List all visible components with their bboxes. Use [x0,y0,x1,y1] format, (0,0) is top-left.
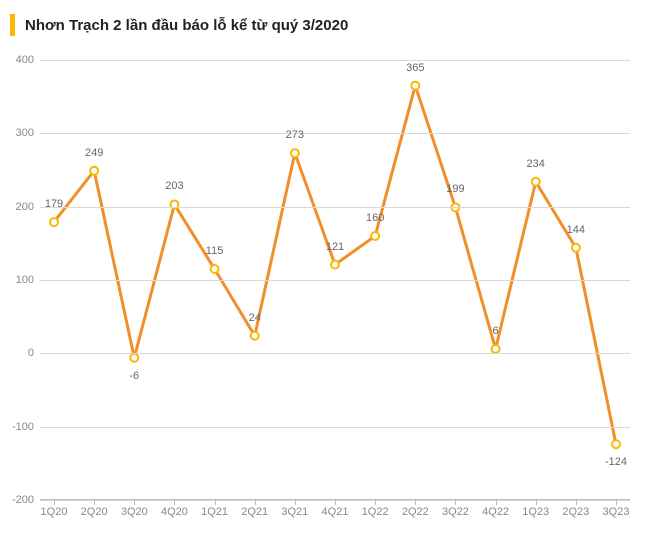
x-tick-mark [215,500,216,505]
x-tick-label: 1Q21 [201,506,228,518]
data-point [211,265,219,273]
data-point [90,167,98,175]
x-tick-label: 2Q21 [241,506,268,518]
data-point [331,261,339,269]
x-tick-mark [255,500,256,505]
x-tick-label: 1Q22 [362,506,389,518]
x-tick-mark [295,500,296,505]
x-tick-label: 3Q21 [281,506,308,518]
data-point [572,244,580,252]
chart-area: -200-10001002003004001Q202Q203Q204Q201Q2… [40,60,630,500]
x-tick-mark [616,500,617,505]
point-label: 144 [567,224,585,240]
grid-line [40,353,630,354]
plot-box: -200-10001002003004001Q202Q203Q204Q201Q2… [40,60,630,500]
y-tick-label: 0 [28,347,34,359]
x-tick-mark [536,500,537,505]
grid-line [40,280,630,281]
data-point [50,218,58,226]
y-tick-label: 300 [16,127,34,139]
x-tick-label: 3Q22 [442,506,469,518]
data-point [291,149,299,157]
data-point [532,178,540,186]
point-label: 273 [286,129,304,145]
x-tick-label: 2Q23 [562,506,589,518]
x-tick-label: 2Q20 [81,506,108,518]
x-tick-label: 1Q20 [41,506,68,518]
data-point [130,354,138,362]
point-label: 203 [165,180,183,196]
x-tick-mark [335,500,336,505]
y-tick-label: 400 [16,54,34,66]
x-tick-mark [94,500,95,505]
grid-line [40,427,630,428]
data-point [411,82,419,90]
point-label: 6 [493,325,499,341]
x-tick-label: 1Q23 [522,506,549,518]
data-point [371,232,379,240]
point-label: -6 [129,366,139,382]
y-tick-label: -100 [12,421,34,433]
y-tick-label: -200 [12,494,34,506]
data-point [492,345,500,353]
accent-bar [10,14,15,36]
x-tick-mark [134,500,135,505]
y-tick-label: 200 [16,201,34,213]
x-tick-mark [576,500,577,505]
point-label: 160 [366,212,384,228]
point-label: 249 [85,147,103,163]
point-label: 234 [527,158,545,174]
title-row: Nhơn Trạch 2 lần đầu báo lỗ kể từ quý 3/… [0,0,645,44]
data-point [251,332,259,340]
x-tick-label: 4Q22 [482,506,509,518]
x-tick-label: 4Q20 [161,506,188,518]
x-tick-mark [415,500,416,505]
point-label: 179 [45,198,63,214]
point-label: 121 [326,241,344,257]
point-label: 24 [249,312,261,328]
y-tick-label: 100 [16,274,34,286]
chart-container: Nhơn Trạch 2 lần đầu báo lỗ kể từ quý 3/… [0,0,645,550]
x-tick-mark [375,500,376,505]
x-tick-mark [496,500,497,505]
x-tick-label: 4Q21 [322,506,349,518]
point-label: 365 [406,62,424,78]
grid-line [40,207,630,208]
point-label: 199 [446,183,464,199]
x-tick-mark [54,500,55,505]
grid-line [40,133,630,134]
x-tick-mark [174,500,175,505]
x-tick-label: 2Q22 [402,506,429,518]
x-tick-label: 3Q23 [603,506,630,518]
x-tick-label: 3Q20 [121,506,148,518]
data-point [612,440,620,448]
chart-title: Nhơn Trạch 2 lần đầu báo lỗ kể từ quý 3/… [25,17,348,34]
grid-line [40,60,630,61]
point-label: -124 [605,452,627,468]
point-label: 115 [206,245,224,261]
x-tick-mark [455,500,456,505]
